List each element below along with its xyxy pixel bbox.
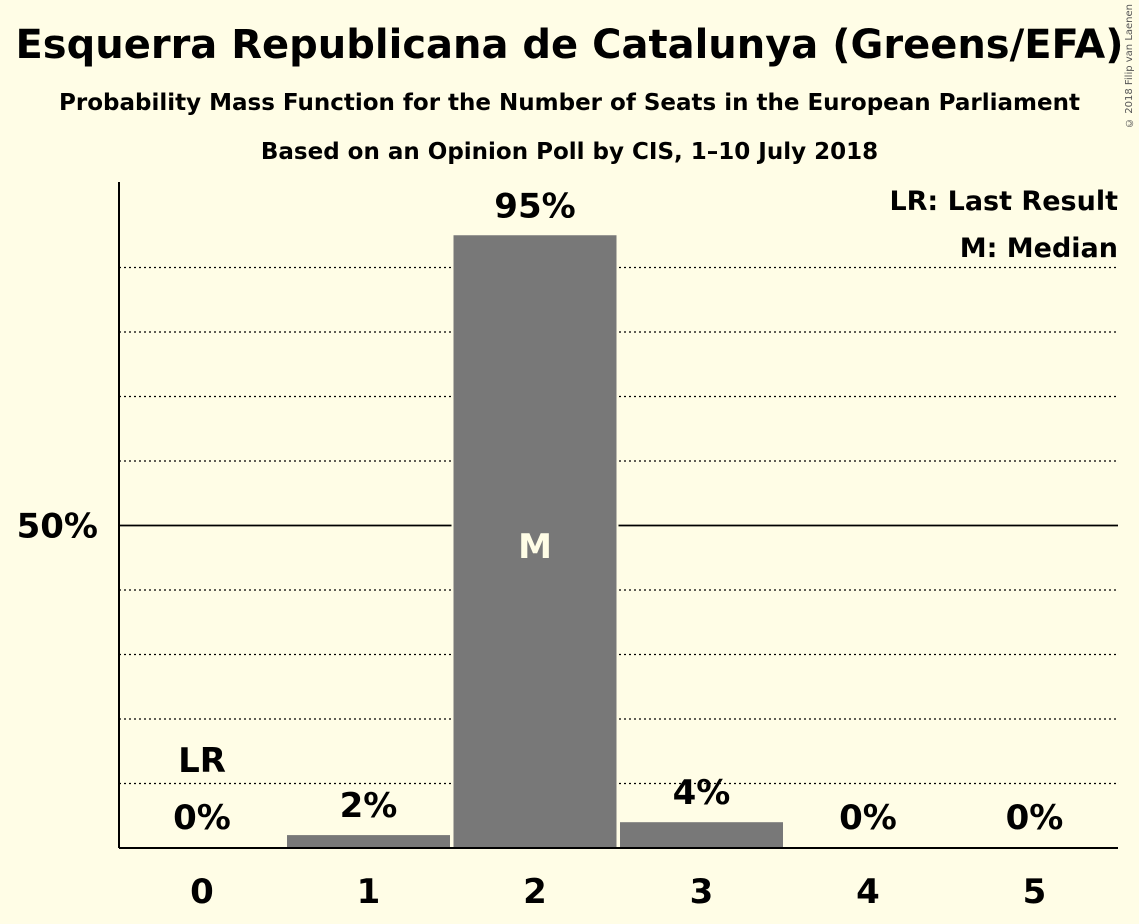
chart-subtitle: Probability Mass Function for the Number… (59, 90, 1080, 116)
value-label-3: 4% (673, 773, 731, 813)
x-tick-label-4: 4 (856, 872, 880, 912)
x-tick-label-0: 0 (190, 872, 214, 912)
value-label-1: 2% (340, 786, 398, 826)
last-result-marker: LR (178, 741, 226, 781)
x-tick-label-3: 3 (690, 872, 714, 912)
legend-last-result: LR: Last Result (889, 186, 1118, 217)
value-label-2: 95% (494, 186, 575, 226)
bar-3 (620, 822, 783, 848)
bar-1 (287, 835, 450, 848)
x-tick-label-2: 2 (523, 872, 547, 912)
y-tick-label: 50% (17, 507, 98, 547)
bar-2 (453, 235, 617, 848)
value-label-0: 0% (173, 798, 231, 838)
x-tick-label-5: 5 (1023, 872, 1047, 912)
x-tick-label-1: 1 (357, 872, 381, 912)
chart-subtitle-poll: Based on an Opinion Poll by CIS, 1–10 Ju… (260, 139, 879, 165)
median-marker: M (518, 527, 552, 567)
value-label-4: 0% (839, 798, 897, 838)
chart-title: Esquerra Republicana de Catalunya (Green… (15, 22, 1124, 68)
value-label-5: 0% (1006, 798, 1064, 838)
legend-median: M: Median (960, 233, 1118, 264)
